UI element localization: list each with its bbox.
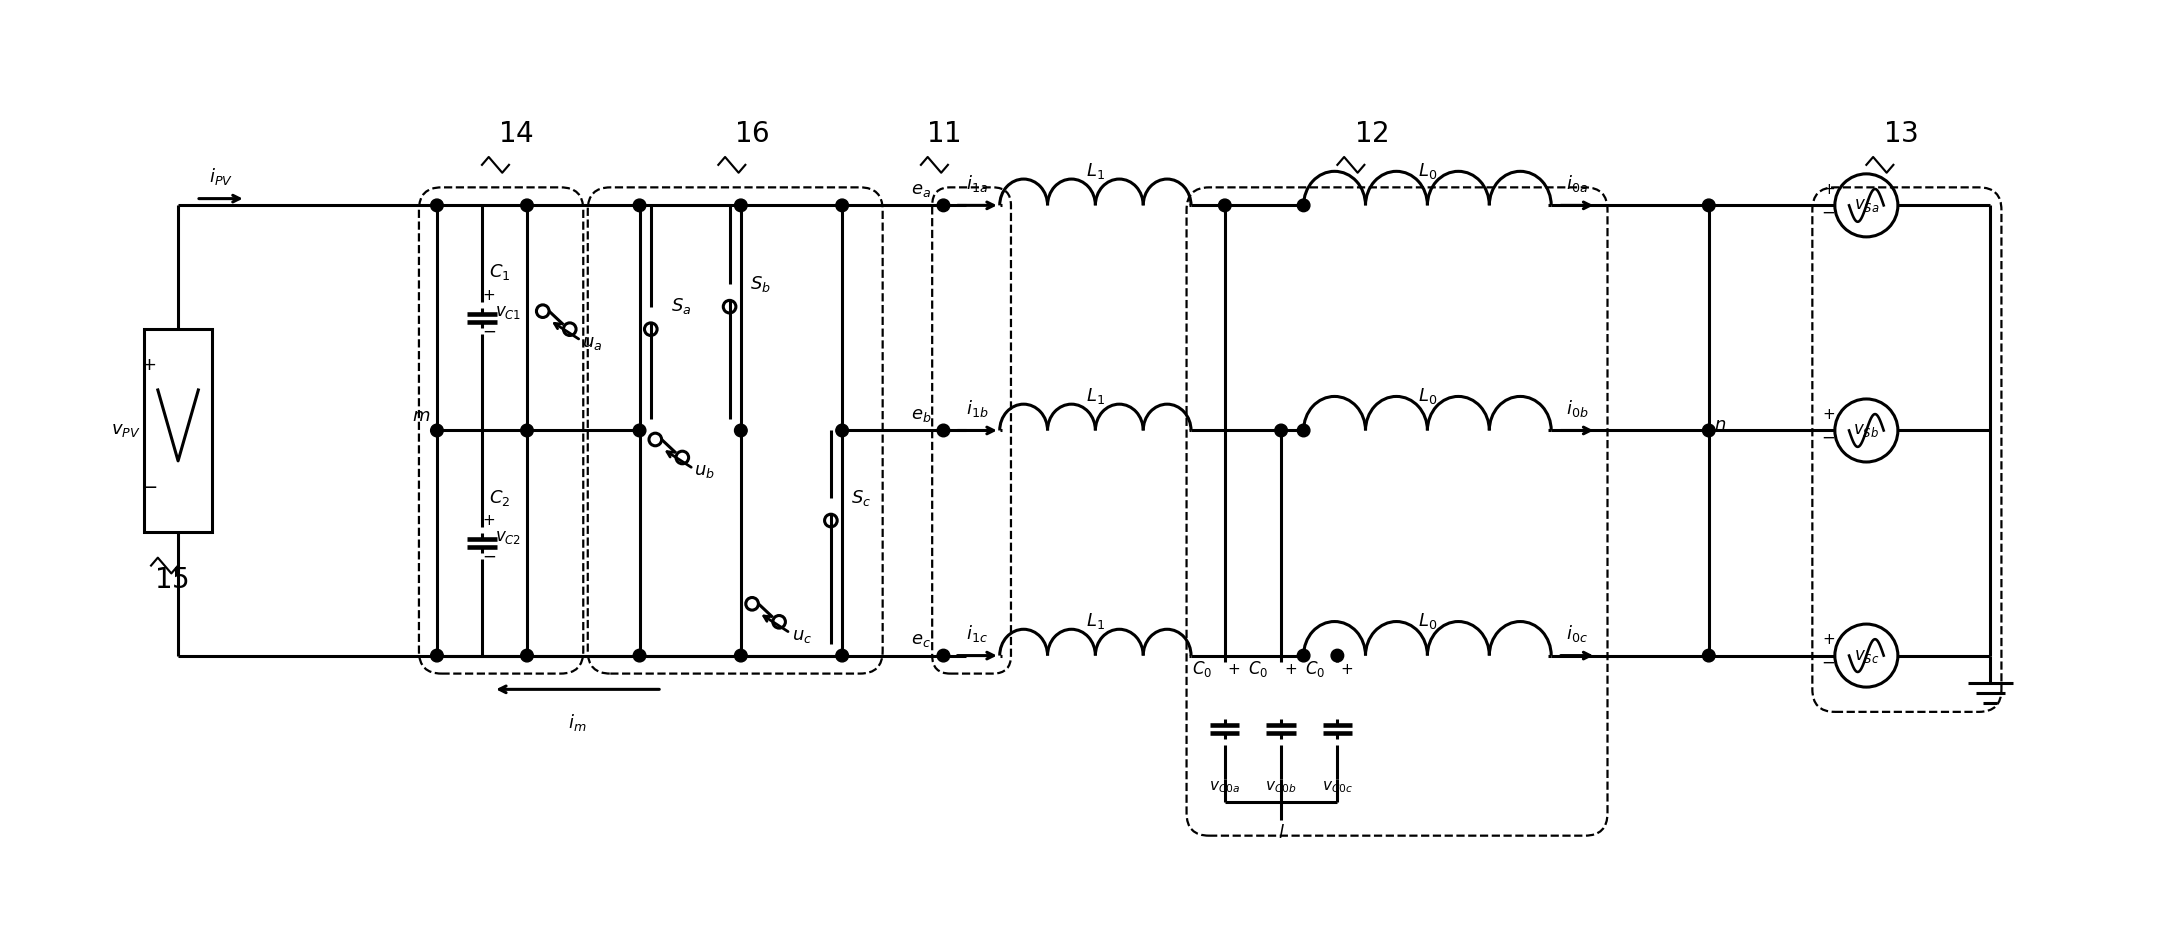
- Circle shape: [835, 650, 848, 662]
- Circle shape: [736, 424, 746, 437]
- Text: $v_{Sa}$: $v_{Sa}$: [1853, 196, 1879, 214]
- Text: $v_{C1}$: $v_{C1}$: [496, 302, 522, 320]
- Text: $C_0$: $C_0$: [1193, 659, 1212, 679]
- Text: $v_{C0c}$: $v_{C0c}$: [1322, 780, 1352, 795]
- Text: $L_0$: $L_0$: [1417, 161, 1437, 181]
- Text: $i_{PV}$: $i_{PV}$: [209, 166, 233, 187]
- Bar: [145, 329, 211, 532]
- Text: $L_1$: $L_1$: [1085, 611, 1104, 631]
- Text: $12$: $12$: [1355, 121, 1389, 148]
- Text: $u_a$: $u_a$: [582, 334, 602, 352]
- Text: $n$: $n$: [1715, 417, 1726, 435]
- Circle shape: [520, 650, 533, 662]
- Text: $i_{1a}$: $i_{1a}$: [966, 173, 988, 194]
- Circle shape: [936, 424, 949, 437]
- Text: $i_{0c}$: $i_{0c}$: [1566, 623, 1588, 645]
- Circle shape: [835, 424, 848, 437]
- Text: $C_0$: $C_0$: [1305, 659, 1324, 679]
- Circle shape: [835, 199, 848, 212]
- Circle shape: [936, 650, 949, 662]
- Circle shape: [736, 650, 746, 662]
- Circle shape: [1296, 650, 1309, 662]
- Text: $11$: $11$: [925, 121, 960, 148]
- Text: $15$: $15$: [153, 566, 190, 594]
- Text: $v_{C0a}$: $v_{C0a}$: [1210, 780, 1240, 795]
- Circle shape: [1702, 650, 1715, 662]
- Text: $i_{0b}$: $i_{0b}$: [1566, 398, 1588, 419]
- Text: $14$: $14$: [498, 121, 533, 148]
- Text: $+$: $+$: [483, 288, 496, 303]
- Text: $13$: $13$: [1883, 121, 1918, 148]
- Circle shape: [520, 424, 533, 437]
- Text: $i_{0a}$: $i_{0a}$: [1566, 173, 1588, 194]
- Circle shape: [634, 650, 645, 662]
- Text: $S_a$: $S_a$: [671, 296, 692, 316]
- Text: $-$: $-$: [1821, 203, 1836, 221]
- Circle shape: [431, 650, 442, 662]
- Text: $+$: $+$: [1283, 662, 1296, 676]
- Text: $u_c$: $u_c$: [792, 627, 811, 645]
- Text: $C_0$: $C_0$: [1249, 659, 1268, 679]
- Text: $v_{PV}$: $v_{PV}$: [112, 421, 140, 439]
- Circle shape: [936, 199, 949, 212]
- Circle shape: [431, 199, 442, 212]
- Circle shape: [1219, 199, 1232, 212]
- Text: $e_b$: $e_b$: [910, 406, 932, 424]
- Circle shape: [520, 199, 533, 212]
- Text: $v_{Sb}$: $v_{Sb}$: [1853, 421, 1879, 439]
- Text: $16$: $16$: [733, 121, 770, 148]
- Text: $+$: $+$: [140, 356, 155, 374]
- Text: $+$: $+$: [1821, 407, 1836, 422]
- Circle shape: [1296, 199, 1309, 212]
- Text: $l$: $l$: [1277, 825, 1286, 843]
- Text: $+$: $+$: [1227, 662, 1240, 676]
- Text: $S_c$: $S_c$: [852, 488, 871, 508]
- Text: $C_2$: $C_2$: [490, 488, 509, 508]
- Text: $L_1$: $L_1$: [1085, 161, 1104, 181]
- Text: $e_a$: $e_a$: [910, 181, 932, 199]
- Text: $+$: $+$: [1821, 183, 1836, 197]
- Circle shape: [1331, 650, 1344, 662]
- Text: $i_{1c}$: $i_{1c}$: [966, 623, 988, 645]
- Text: $u_b$: $u_b$: [695, 462, 716, 480]
- Circle shape: [1702, 199, 1715, 212]
- Circle shape: [1275, 424, 1288, 437]
- Text: $-$: $-$: [140, 476, 157, 495]
- Text: $L_1$: $L_1$: [1085, 386, 1104, 406]
- Text: $v_{Sc}$: $v_{Sc}$: [1853, 647, 1879, 665]
- Text: $-$: $-$: [481, 547, 496, 565]
- Circle shape: [431, 424, 442, 437]
- Text: $+$: $+$: [1339, 662, 1352, 676]
- Text: $-$: $-$: [1821, 428, 1836, 446]
- Text: $S_b$: $S_b$: [751, 274, 770, 294]
- Text: $i_m$: $i_m$: [569, 712, 587, 733]
- Circle shape: [634, 424, 645, 437]
- Circle shape: [1296, 424, 1309, 437]
- Circle shape: [634, 199, 645, 212]
- Text: $i_{1b}$: $i_{1b}$: [966, 398, 988, 419]
- Text: $+$: $+$: [483, 513, 496, 528]
- Text: $v_{C2}$: $v_{C2}$: [496, 528, 522, 546]
- Text: $L_0$: $L_0$: [1417, 386, 1437, 406]
- Circle shape: [736, 199, 746, 212]
- Text: $-$: $-$: [1821, 652, 1836, 670]
- Text: $v_{C0b}$: $v_{C0b}$: [1266, 780, 1296, 795]
- Text: $+$: $+$: [1821, 632, 1836, 648]
- Text: $L_0$: $L_0$: [1417, 611, 1437, 631]
- Text: $-$: $-$: [481, 322, 496, 340]
- Circle shape: [1702, 424, 1715, 437]
- Text: $m$: $m$: [412, 407, 431, 425]
- Text: $e_c$: $e_c$: [910, 631, 932, 650]
- Text: $C_1$: $C_1$: [490, 262, 511, 282]
